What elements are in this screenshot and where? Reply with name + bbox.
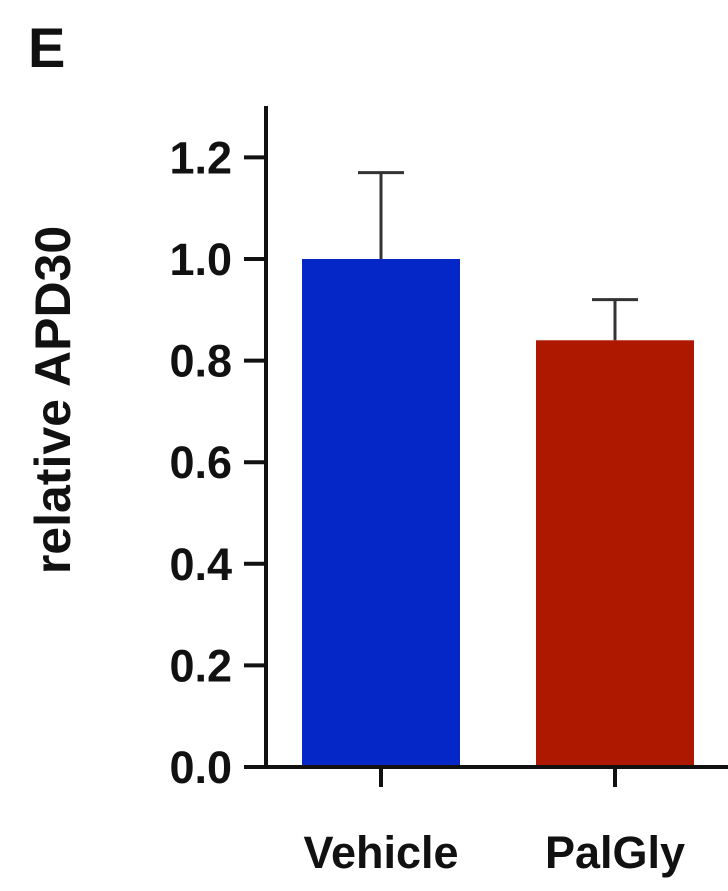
y-tick-label: 0.4 — [169, 539, 232, 590]
y-axis-title: relative APD30 — [25, 226, 81, 574]
y-tick-label: 0.8 — [169, 336, 232, 387]
panel-label: E — [28, 16, 65, 79]
bar-vehicle — [302, 259, 460, 767]
bar-palgly — [536, 340, 694, 767]
bars-layer — [302, 171, 694, 767]
x-tick-label: Vehicle — [303, 827, 458, 878]
y-tick-label: 0.0 — [169, 742, 232, 793]
y-tick-label: 1.2 — [169, 132, 232, 183]
y-tick-label: 1.0 — [169, 234, 232, 285]
y-tick-label: 0.6 — [169, 437, 232, 488]
y-tick-label: 0.2 — [169, 640, 232, 691]
axes-layer: 0.0 0.2 0.4 0.6 0.8 1.0 1.2 Vehicle PalGly — [169, 106, 728, 878]
x-tick-label: PalGly — [545, 827, 685, 878]
